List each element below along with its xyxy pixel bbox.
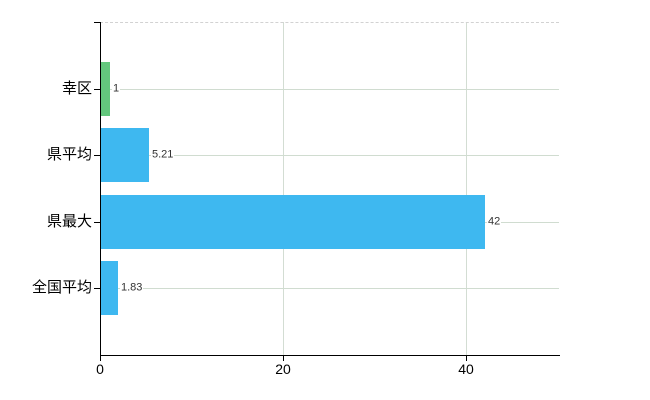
bar-2[interactable]: [101, 195, 485, 249]
value-label: 5.21: [151, 148, 175, 162]
y-axis-tick: [94, 89, 100, 90]
y-axis-tick: [94, 22, 100, 23]
x-axis-line: [100, 355, 560, 356]
y-axis-tick: [94, 155, 100, 156]
x-tick-label: 0: [96, 361, 104, 377]
x-axis-tick: [466, 356, 467, 361]
y-axis-line: [100, 22, 101, 356]
category-label: 幸区: [61, 79, 92, 97]
x-gridline: [466, 22, 467, 355]
plot-top-border: [100, 22, 559, 23]
value-label: 42: [487, 215, 502, 229]
category-label: 全国平均: [31, 278, 92, 296]
category-label: 県平均: [46, 145, 92, 163]
bar-0[interactable]: [101, 62, 110, 116]
y-gridline: [101, 89, 559, 90]
x-axis-tick: [100, 356, 101, 361]
category-label: 県最大: [46, 212, 92, 230]
value-label: 1.83: [120, 281, 144, 295]
y-axis-tick: [94, 288, 100, 289]
x-tick-label: 20: [275, 361, 291, 377]
y-gridline: [101, 288, 559, 289]
y-gridline: [101, 155, 559, 156]
bar-3[interactable]: [101, 261, 118, 315]
x-axis-tick: [283, 356, 284, 361]
x-gridline: [283, 22, 284, 355]
bar-1[interactable]: [101, 128, 149, 182]
value-label: 1: [112, 82, 121, 96]
x-tick-label: 40: [458, 361, 474, 377]
y-axis-tick: [94, 222, 100, 223]
